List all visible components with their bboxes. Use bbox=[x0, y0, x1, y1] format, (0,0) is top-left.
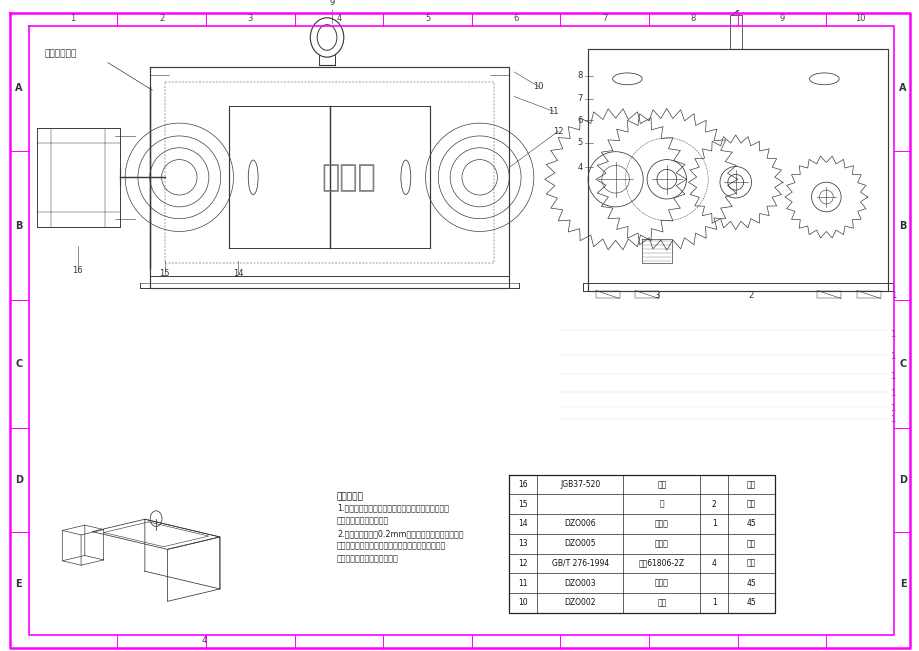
Text: 8: 8 bbox=[577, 72, 583, 80]
Text: 2: 2 bbox=[747, 291, 753, 300]
Text: 创新件设计区: 创新件设计区 bbox=[44, 49, 76, 59]
Text: A: A bbox=[899, 83, 906, 93]
Text: DZO003: DZO003 bbox=[563, 579, 596, 588]
Text: 常规: 常规 bbox=[746, 559, 755, 568]
Text: 1: 1 bbox=[890, 389, 894, 398]
Text: 常规: 常规 bbox=[746, 480, 755, 489]
Text: 铝压成型非切割，要求从压印正方向观察，图案形状: 铝压成型非切割，要求从压印正方向观察，图案形状 bbox=[336, 542, 446, 551]
Text: 轴扸61806-2Z: 轴扸61806-2Z bbox=[638, 559, 685, 568]
Text: 16: 16 bbox=[73, 266, 83, 275]
Text: 4: 4 bbox=[577, 163, 582, 172]
Text: 6: 6 bbox=[577, 116, 583, 125]
Text: 14: 14 bbox=[517, 519, 528, 529]
Text: C: C bbox=[899, 359, 906, 369]
Text: 上盖: 上盖 bbox=[656, 598, 665, 607]
Text: 7: 7 bbox=[577, 94, 583, 103]
Text: 9: 9 bbox=[329, 0, 335, 8]
Text: JGB37-520: JGB37-520 bbox=[560, 480, 599, 489]
Text: 图案区: 图案区 bbox=[322, 163, 376, 192]
Text: 1.按自行设计的装配工艺将图纸零件及标准件装配完: 1.按自行设计的装配工艺将图纸零件及标准件装配完 bbox=[336, 503, 448, 512]
Text: 1: 1 bbox=[890, 352, 894, 361]
Text: 右立板: 右立板 bbox=[654, 579, 668, 588]
Text: 45: 45 bbox=[746, 579, 755, 588]
Text: 11: 11 bbox=[517, 579, 528, 588]
Text: 4: 4 bbox=[201, 635, 207, 644]
Text: 7: 7 bbox=[601, 14, 607, 23]
Text: C: C bbox=[16, 359, 22, 369]
Text: E: E bbox=[16, 579, 22, 589]
Text: 15: 15 bbox=[159, 270, 170, 279]
Text: 2: 2 bbox=[159, 14, 165, 23]
Text: 11: 11 bbox=[548, 107, 558, 116]
Text: 12: 12 bbox=[552, 126, 563, 135]
Text: 从动轮: 从动轮 bbox=[654, 519, 668, 529]
Text: GB/T 276-1994: GB/T 276-1994 bbox=[550, 559, 608, 568]
Text: B: B bbox=[15, 221, 22, 230]
Text: D: D bbox=[898, 475, 906, 485]
Text: 1: 1 bbox=[890, 291, 895, 300]
Text: 15: 15 bbox=[517, 500, 528, 509]
Text: 技术要求：: 技术要求： bbox=[336, 492, 363, 501]
Text: 10: 10 bbox=[854, 14, 865, 23]
Text: 4: 4 bbox=[711, 559, 716, 568]
Text: 1: 1 bbox=[711, 598, 716, 607]
Text: 12: 12 bbox=[517, 559, 528, 568]
Text: 8: 8 bbox=[690, 14, 696, 23]
Text: 常规: 常规 bbox=[746, 539, 755, 548]
Text: 5: 5 bbox=[425, 14, 430, 23]
Text: A: A bbox=[15, 83, 23, 93]
Text: 2.手动压印。试用0.2mm厚铝箔纸从底板表面送入，: 2.手动压印。试用0.2mm厚铝箔纸从底板表面送入， bbox=[336, 529, 463, 538]
Text: 1: 1 bbox=[890, 415, 894, 424]
Text: 4: 4 bbox=[335, 14, 341, 23]
Text: 9: 9 bbox=[778, 14, 784, 23]
Text: 6: 6 bbox=[513, 14, 518, 23]
Text: DZO002: DZO002 bbox=[563, 598, 596, 607]
Text: 45: 45 bbox=[746, 598, 755, 607]
Text: 3: 3 bbox=[247, 14, 253, 23]
Text: E: E bbox=[899, 579, 905, 589]
Text: 5: 5 bbox=[577, 139, 582, 147]
Text: 45: 45 bbox=[746, 519, 755, 529]
Text: 1: 1 bbox=[711, 519, 716, 529]
Text: DZO006: DZO006 bbox=[563, 519, 596, 529]
Text: 常规: 常规 bbox=[746, 500, 755, 509]
Text: 成，机构空载运动灵活；: 成，机构空载运动灵活； bbox=[336, 516, 389, 525]
Text: 3: 3 bbox=[653, 291, 659, 300]
Text: 14: 14 bbox=[233, 270, 244, 279]
Text: 键: 键 bbox=[659, 500, 664, 509]
Text: B: B bbox=[899, 221, 906, 230]
Text: 1: 1 bbox=[890, 330, 894, 339]
Text: 1: 1 bbox=[890, 372, 894, 381]
Text: D: D bbox=[15, 475, 23, 485]
Text: 10: 10 bbox=[533, 82, 543, 91]
Text: 电机: 电机 bbox=[656, 480, 665, 489]
Text: 及位置与图纸展开图案一致。: 及位置与图纸展开图案一致。 bbox=[336, 555, 398, 564]
Text: 1: 1 bbox=[70, 14, 75, 23]
Text: 16: 16 bbox=[517, 480, 528, 489]
Text: 2: 2 bbox=[711, 500, 716, 509]
Text: 主动轮: 主动轮 bbox=[654, 539, 668, 548]
Text: 1: 1 bbox=[890, 404, 894, 413]
Text: 10: 10 bbox=[517, 598, 528, 607]
Text: 13: 13 bbox=[517, 539, 528, 548]
Text: DZO005: DZO005 bbox=[563, 539, 596, 548]
